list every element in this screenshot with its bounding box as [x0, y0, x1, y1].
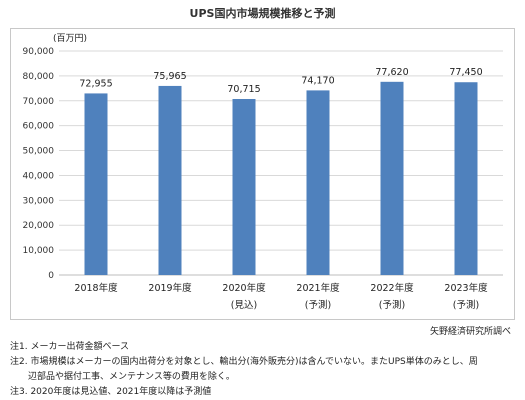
y-tick-label: 70,000	[23, 97, 55, 107]
data-label: 75,965	[153, 71, 186, 82]
source-credit: 矢野経済研究所調べ	[429, 327, 511, 337]
x-tick-label: 2019年度	[148, 282, 192, 294]
y-tick-label: 0	[48, 271, 54, 281]
bar	[454, 82, 478, 275]
bars: 72,955 75,965 70,715 74,170 77,620 77,450	[79, 67, 483, 276]
y-tick-label: 40,000	[23, 171, 55, 181]
note-1: 注1. メーカー出荷金額ベース	[10, 342, 129, 352]
y-tick-label: 50,000	[23, 147, 55, 157]
x-tick-sublabel: (予測)	[453, 299, 479, 311]
chart-frame: 0 10,000 20,000 30,000 40,000 50,000 60,000 70,…	[10, 28, 515, 320]
x-tick-sublabel: (予測)	[379, 299, 405, 311]
data-label: 77,450	[449, 67, 482, 78]
x-tick-label: 2018年度	[74, 282, 118, 294]
bar	[158, 85, 182, 276]
y-axis-ticks: 0 10,000 20,000 30,000 40,000 50,000 60,000 70,…	[23, 47, 55, 281]
x-axis-labels: 2018年度 2019年度 2020年度 (見込) 2021年度 (予測) 2022年度 (予…	[74, 282, 488, 311]
note-2-line-2: 辺部品や据付工事、メンテナンス等の費用を除く。	[28, 372, 235, 382]
y-axis-label: (百万円)	[53, 33, 87, 44]
bar	[232, 98, 256, 275]
bar	[306, 90, 330, 275]
bar	[84, 93, 108, 275]
note-3: 注3. 2020年度は見込値、2021年度以降は予測値	[10, 387, 212, 397]
x-tick-label: 2023年度	[444, 282, 488, 294]
data-label: 72,955	[79, 78, 112, 89]
y-tick-label: 90,000	[23, 47, 55, 57]
x-tick-label: 2022年度	[370, 282, 414, 294]
data-label: 77,620	[375, 67, 408, 78]
x-tick-sublabel: (見込)	[231, 300, 257, 311]
x-tick-label: 2021年度	[296, 282, 340, 294]
y-tick-label: 60,000	[23, 122, 55, 132]
y-tick-label: 80,000	[23, 72, 55, 82]
data-label: 74,170	[301, 75, 334, 86]
bar-chart: 0 10,000 20,000 30,000 40,000 50,000 60,000 70,…	[23, 33, 503, 311]
grid-lines	[59, 50, 503, 276]
y-tick-label: 30,000	[23, 196, 55, 206]
y-tick-label: 20,000	[23, 221, 55, 231]
chart-title: UPS国内市場規模推移と予測	[189, 7, 336, 20]
data-label: 70,715	[227, 84, 260, 95]
note-2-line-1: 注2. 市場規模はメーカーの国内出荷分を対象とし、輸出分(海外販売分)は含んでい…	[10, 357, 478, 367]
x-tick-sublabel: (予測)	[305, 299, 331, 311]
bar	[380, 81, 404, 275]
x-tick-label: 2020年度	[222, 282, 266, 294]
y-tick-label: 10,000	[23, 246, 55, 256]
